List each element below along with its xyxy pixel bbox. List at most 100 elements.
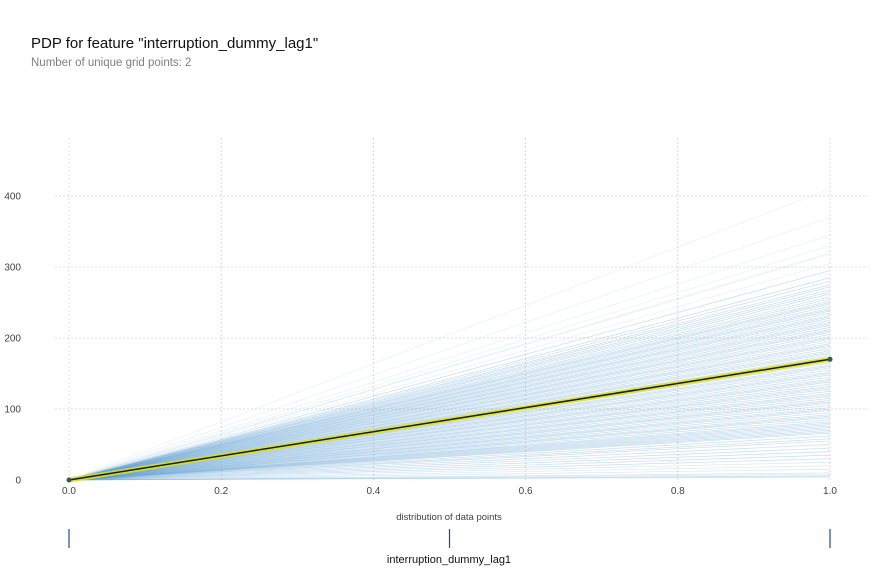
y-tick-label: 200: [4, 334, 21, 345]
ice-line: [68, 444, 831, 481]
ice-line: [68, 270, 831, 481]
ice-line: [68, 330, 831, 481]
ice-line: [68, 298, 831, 481]
ice-line: [68, 378, 831, 481]
ice-line: [68, 431, 831, 481]
ice-line: [68, 337, 831, 481]
x-tick-label: 1.0: [823, 486, 837, 497]
x-tick-label: 0.8: [671, 486, 685, 497]
ice-line: [68, 305, 831, 481]
x-tick-label: 0.0: [62, 486, 76, 497]
ice-line: [68, 429, 831, 481]
ice-line: [68, 383, 831, 481]
y-tick-label: 400: [4, 192, 21, 203]
ice-line: [68, 312, 831, 481]
ice-line: [68, 410, 831, 481]
ice-line: [68, 284, 831, 481]
ice-line: [68, 331, 831, 481]
ice-line: [68, 422, 831, 481]
ice-line: [68, 309, 831, 481]
ice-line: [68, 476, 831, 481]
ice-line: [68, 376, 831, 481]
ice-line: [68, 475, 831, 481]
chart-title: PDP for feature "interruption_dummy_lag1…: [31, 35, 319, 52]
ice-line: [68, 316, 831, 481]
ice-line: [68, 277, 831, 481]
ice-line: [68, 465, 831, 481]
ice-line: [68, 438, 831, 481]
ice-line: [68, 417, 831, 481]
ice-line: [68, 334, 831, 481]
y-tick-label: 300: [4, 263, 21, 274]
ice-line: [68, 473, 831, 481]
ice-line: [68, 415, 831, 481]
pdp-point: [827, 356, 833, 362]
ice-line: [68, 440, 831, 481]
pdp-point: [66, 477, 72, 483]
ice-line: [68, 424, 831, 481]
x-axis-label: interruption_dummy_lag1: [387, 554, 511, 566]
ice-line: [68, 435, 831, 481]
ice-line: [68, 343, 831, 481]
ice-line: [68, 395, 831, 481]
ice-line: [68, 327, 831, 481]
ice-line: [68, 393, 831, 481]
ice-line: [68, 394, 831, 481]
ice-line: [68, 245, 831, 481]
ice-line: [68, 291, 831, 481]
ice-line: [68, 252, 831, 481]
pdp-line-group: [66, 356, 833, 483]
ice-line: [68, 317, 831, 481]
ice-line: [68, 425, 831, 481]
ice-line: [68, 216, 831, 481]
grid: [55, 138, 868, 480]
ice-line: [68, 428, 831, 481]
chart-subtitle: Number of unique grid points: 2: [31, 57, 192, 69]
y-tick-label: 100: [4, 405, 21, 416]
ice-line: [68, 451, 831, 481]
ice-line: [68, 310, 831, 481]
ice-line: [68, 476, 831, 481]
ice-line: [68, 293, 831, 481]
distribution-label: distribution of data points: [396, 512, 502, 523]
ice-line: [68, 234, 831, 481]
ice-line: [68, 324, 831, 481]
ice-line: [68, 307, 831, 481]
ice-line: [68, 296, 831, 481]
ice-line: [68, 253, 831, 481]
y-tick-label: 0: [15, 476, 21, 487]
ice-line: [68, 374, 831, 481]
ice-line: [68, 289, 831, 481]
ice-line: [68, 427, 831, 481]
ice-line: [68, 339, 831, 481]
ice-line: [68, 322, 831, 481]
ice-lines: [68, 188, 831, 481]
ice-line: [68, 458, 831, 481]
ice-line: [68, 314, 831, 481]
y-axis-ticks: 0 100 200 300 400: [4, 192, 21, 487]
ice-line: [68, 398, 831, 481]
ice-line: [68, 300, 831, 481]
ice-line: [68, 407, 831, 481]
ice-line: [68, 286, 831, 481]
ice-line: [68, 381, 831, 481]
ice-line: [68, 188, 831, 481]
ice-line: [68, 341, 831, 481]
ice-line: [68, 401, 831, 481]
ice-line: [68, 408, 831, 481]
x-tick-label: 0.4: [366, 486, 380, 497]
ice-line: [68, 388, 831, 481]
ice-line: [68, 302, 831, 481]
ice-line: [68, 454, 831, 481]
pdp-line: [68, 358, 831, 481]
ice-line: [68, 303, 831, 481]
ice-line: [68, 380, 831, 481]
ice-line: [68, 421, 831, 481]
x-tick-label: 0.2: [214, 486, 228, 497]
ice-line: [68, 329, 831, 481]
ice-line: [68, 387, 831, 481]
ice-line: [68, 469, 831, 481]
ice-line: [68, 412, 831, 481]
distribution-ticks: [68, 529, 831, 548]
